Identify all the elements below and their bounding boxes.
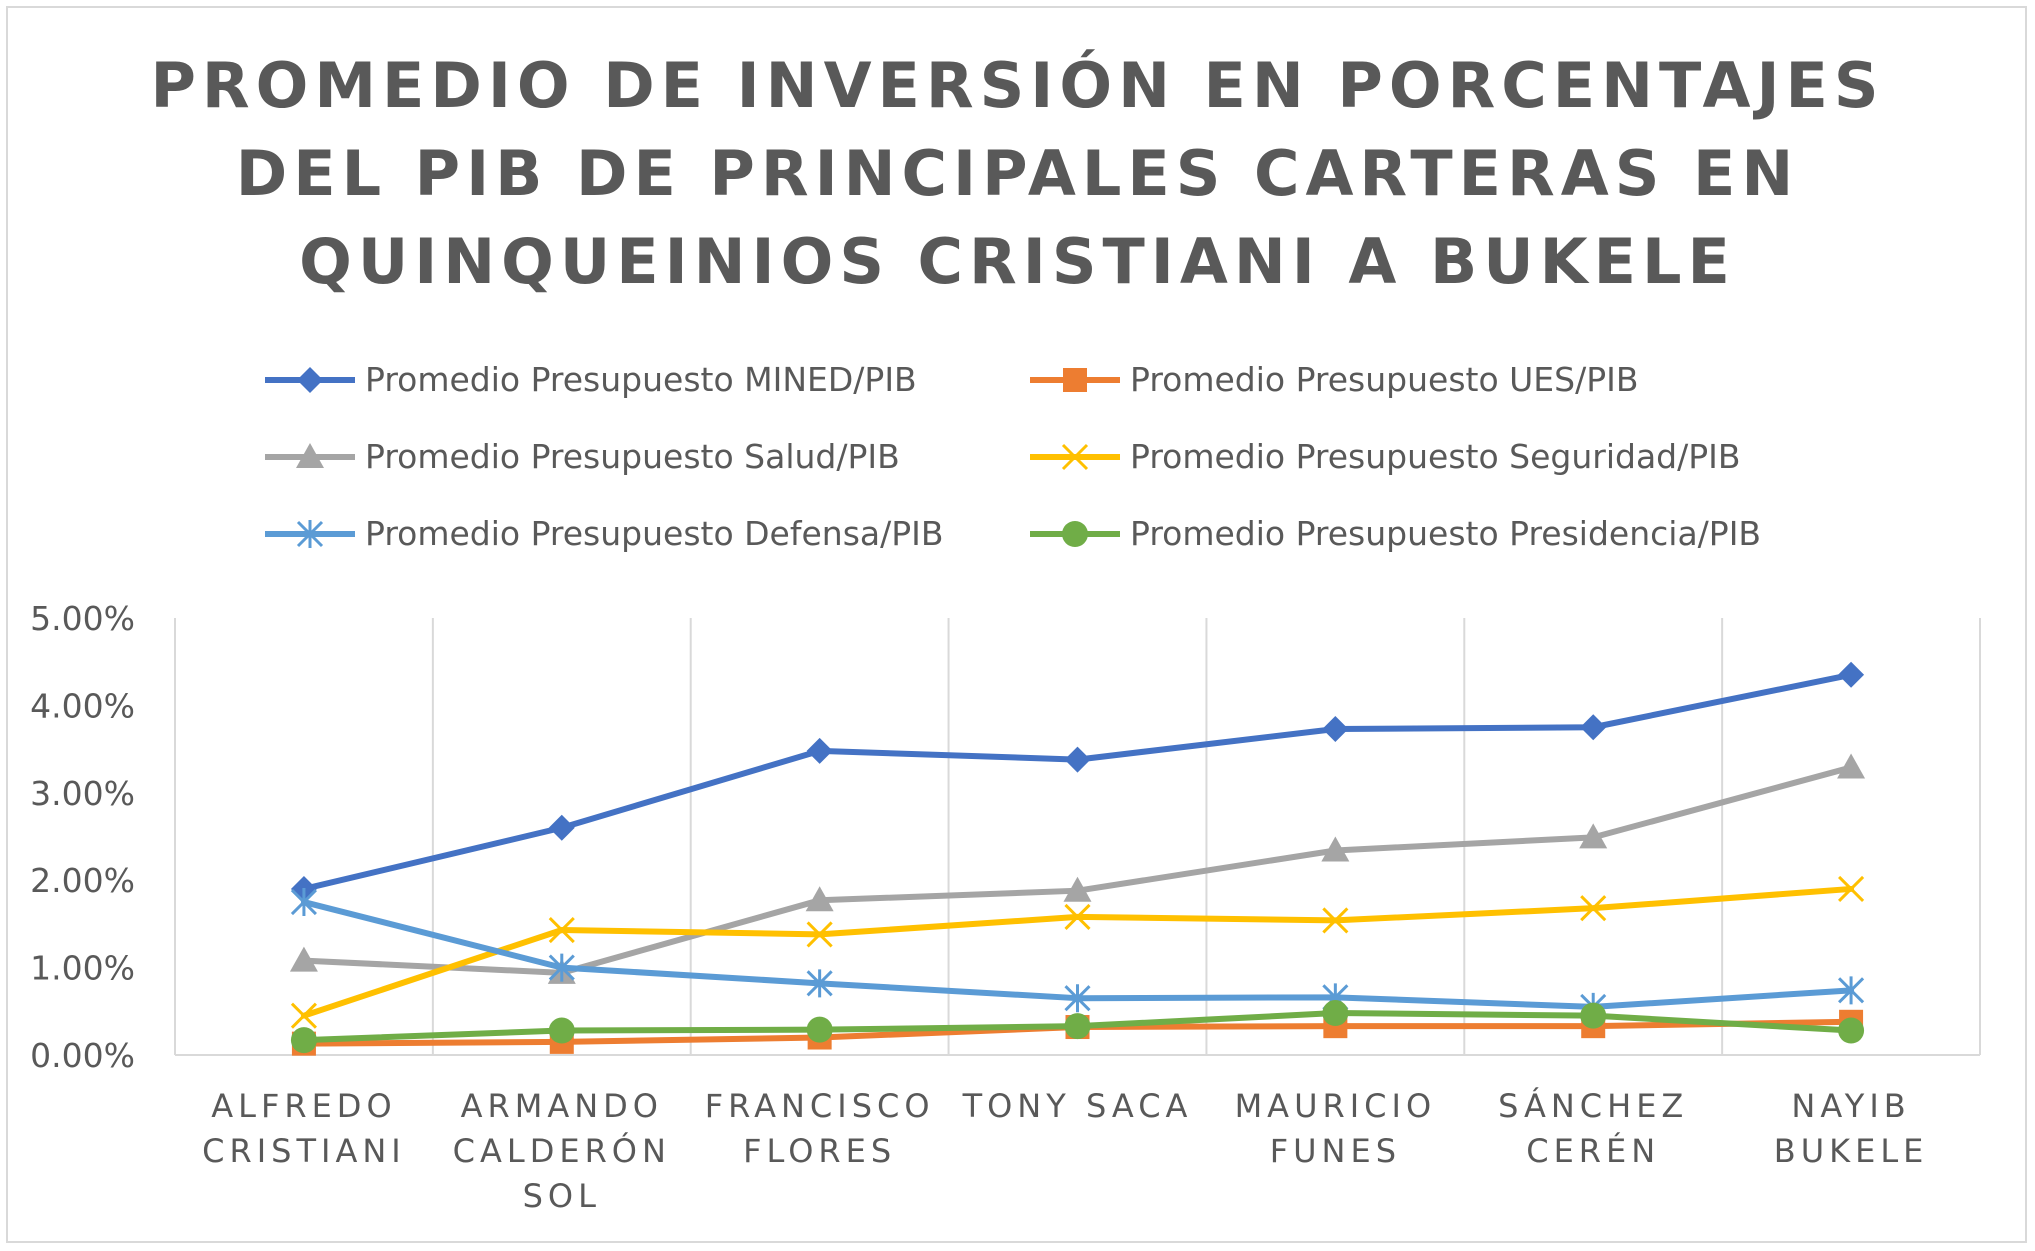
x-category-label: FUNES [1270, 1132, 1401, 1170]
data-point [1322, 907, 1349, 934]
y-tick-label: 4.00% [30, 686, 135, 725]
data-point [1579, 823, 1608, 849]
legend-label: Promedio Presupuesto Salud/PIB [365, 437, 900, 476]
data-point [1580, 714, 1607, 741]
gridlines [174, 618, 1981, 1055]
x-category-label: CALDERÓN [453, 1131, 671, 1170]
legend-item: Promedio Presupuesto Presidencia/PIB [1030, 514, 1761, 553]
data-point [806, 1016, 833, 1043]
legend-item: Promedio Presupuesto MINED/PIB [265, 360, 917, 399]
legend-marker [296, 520, 324, 548]
y-tick-label: 2.00% [30, 861, 135, 900]
y-tick-label: 5.00% [30, 599, 135, 638]
data-point [805, 886, 834, 912]
legend-label: Promedio Presupuesto UES/PIB [1130, 360, 1639, 399]
x-category-label: TONY SACA [962, 1087, 1193, 1125]
data-point [1322, 1000, 1349, 1027]
data-point [1837, 753, 1866, 779]
data-point [1580, 1002, 1607, 1029]
legend-label: Promedio Presupuesto MINED/PIB [365, 360, 917, 399]
data-point [1064, 746, 1091, 773]
legend-label: Promedio Presupuesto Defensa/PIB [365, 514, 944, 553]
x-category-label: ALFREDO [211, 1087, 396, 1125]
data-point [289, 946, 318, 972]
series-group [290, 661, 1865, 902]
chart-title-line-2: DEL PIB DE PRINCIPALES CARTERAS EN [235, 137, 1800, 210]
data-point [806, 921, 833, 948]
data-point [1064, 984, 1091, 1013]
legend-label: Promedio Presupuesto Presidencia/PIB [1130, 514, 1761, 553]
data-point [290, 1002, 317, 1029]
x-category-label: CRISTIANI [202, 1132, 406, 1170]
chart-title-line-3: QUINQUEINIOS CRISTIANI A BUKELE [299, 225, 1736, 298]
x-axis-categories: ALFREDO CRISTIANI ARMANDO CALDERÓN SOL FRANCI… [202, 1087, 1929, 1215]
data-point [548, 953, 575, 982]
data-point [290, 888, 317, 917]
legend-label: Promedio Presupuesto Seguridad/PIB [1130, 437, 1741, 476]
x-category-label: SÁNCHEZ [1498, 1087, 1688, 1125]
data-point [1838, 661, 1865, 688]
x-category-label: CERÉN [1526, 1132, 1660, 1170]
chart-title-line-1: PROMEDIO DE INVERSIÓN EN PORCENTAJES [150, 49, 1885, 122]
series-group [290, 1000, 1865, 1054]
legend: Promedio Presupuesto MINED/PIB Promedio P… [265, 360, 1761, 553]
data-point [1064, 1013, 1091, 1040]
x-category-label: MAURICIO [1235, 1087, 1437, 1125]
series-group [290, 875, 1865, 1029]
data-point [1321, 836, 1350, 862]
legend-marker [296, 443, 324, 468]
series-line [300, 671, 1855, 892]
legend-marker [1063, 368, 1087, 392]
data-point [806, 969, 833, 998]
y-axis-ticks: 0.00% 1.00% 2.00% 3.00% 4.00% 5.00% [30, 599, 135, 1075]
chart-title: PROMEDIO DE INVERSIÓN EN PORCENTAJES DEL… [0, 42, 2035, 306]
data-point [1064, 903, 1091, 930]
data-point [548, 1017, 575, 1044]
y-tick-label: 1.00% [30, 949, 135, 988]
data-point [1838, 875, 1865, 903]
legend-marker [297, 367, 323, 393]
data-point [1322, 715, 1349, 742]
x-category-label: NAYIB [1791, 1087, 1910, 1125]
data-point [1838, 1017, 1865, 1044]
x-category-label: ARMANDO [461, 1087, 663, 1125]
legend-marker [1061, 443, 1089, 471]
legend-marker [1062, 521, 1088, 547]
x-category-label: FRANCISCO [705, 1087, 935, 1125]
series-group [289, 753, 1866, 984]
legend-item: Promedio Presupuesto Salud/PIB [265, 437, 900, 476]
data-point [1580, 895, 1607, 922]
y-tick-label: 3.00% [30, 774, 135, 813]
x-category-label: BUKELE [1774, 1132, 1929, 1170]
data-point [806, 737, 833, 764]
x-category-label: FLORES [743, 1132, 896, 1170]
data-point [290, 1027, 317, 1054]
data-point [548, 814, 575, 841]
legend-item: Promedio Presupuesto UES/PIB [1030, 360, 1639, 399]
y-tick-label: 0.00% [30, 1036, 135, 1075]
data-point [548, 916, 575, 944]
series-line [300, 764, 1855, 976]
legend-item: Promedio Presupuesto Defensa/PIB [265, 514, 944, 553]
legend-item: Promedio Presupuesto Seguridad/PIB [1030, 437, 1741, 476]
x-category-label: SOL [523, 1177, 601, 1215]
data-point [1838, 976, 1865, 1005]
data-point [1063, 876, 1092, 902]
